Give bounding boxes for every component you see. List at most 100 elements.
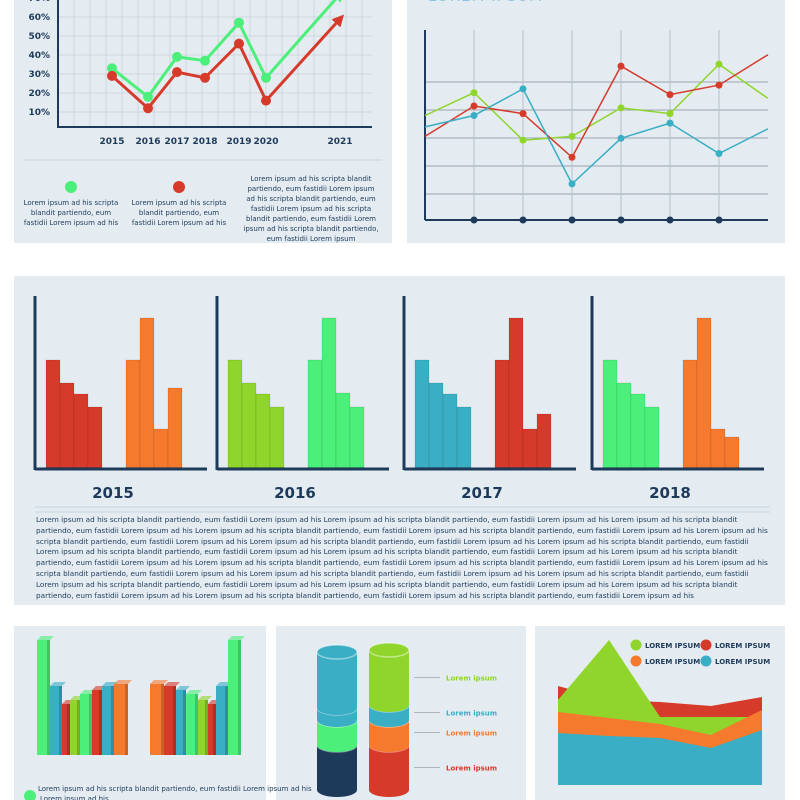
point (617, 62, 625, 70)
point (715, 150, 723, 157)
y-tick-label: 60% (28, 13, 50, 23)
bar-shade (161, 684, 164, 755)
x-tick-label: 2019 (226, 137, 251, 147)
legend-marker (700, 639, 712, 651)
cylinder (369, 650, 409, 705)
bar (710, 428, 726, 468)
axis-dot (519, 216, 527, 224)
bar (80, 694, 92, 755)
bar (269, 406, 285, 468)
point (200, 55, 210, 66)
legend-text: LOREM IPSUM (645, 658, 700, 666)
legend-text: Lorem ipsum (446, 765, 497, 773)
legend-marker (24, 790, 36, 800)
panel (407, 0, 785, 243)
bar-top (228, 636, 245, 640)
bar (644, 406, 660, 468)
bar (70, 700, 80, 755)
chart-title: 2017 (461, 484, 503, 502)
bar (494, 359, 510, 468)
legend-text: Lorem ipsum ad his scripta blandit parti… (131, 199, 227, 227)
bar-shade (225, 686, 228, 755)
x-tick-label: 2015 (99, 137, 124, 147)
legend-text: Lorem ipsum (446, 675, 497, 683)
bar (198, 700, 208, 755)
bar-shade (125, 684, 128, 755)
x-tick-label: 2017 (164, 137, 189, 147)
caption: Lorem ipsum ad his scripta blandit parti… (38, 785, 312, 793)
point (568, 180, 576, 188)
bar-top (198, 696, 212, 700)
legend-text: LOREM IPSUM (645, 642, 700, 650)
bar-top (186, 690, 202, 694)
point (261, 95, 271, 106)
point (617, 134, 625, 142)
bar-top (50, 682, 66, 686)
bar-shade (67, 704, 70, 755)
series-line (424, 63, 769, 141)
bar-top (176, 686, 190, 690)
point (519, 110, 527, 118)
cylinder-top (316, 644, 358, 660)
bar (227, 359, 243, 468)
axis-dot (470, 216, 478, 224)
bar-shade (195, 694, 198, 755)
cylinder (317, 652, 357, 708)
point (261, 72, 271, 83)
bar-shade (213, 704, 216, 755)
bar (696, 317, 712, 468)
point (519, 136, 527, 144)
legend-marker (173, 181, 185, 193)
panel (14, 0, 392, 243)
point (715, 60, 723, 68)
legend-text: Lorem ipsum ad his scripta blandit parti… (23, 199, 119, 227)
cylinder (369, 745, 409, 790)
note: Lorem ipsum ad his scripta blandit parti… (243, 175, 379, 243)
y-tick-label: 40% (28, 51, 50, 61)
bar (335, 392, 351, 468)
bar (59, 382, 75, 468)
point (519, 85, 527, 93)
bar-shade (47, 640, 50, 755)
bar-shade (89, 694, 92, 755)
legend-marker (65, 181, 77, 193)
point (107, 63, 117, 74)
point (617, 104, 625, 112)
bar (114, 684, 128, 755)
series-line (424, 54, 769, 159)
point (666, 119, 674, 127)
bar (216, 686, 228, 755)
bar (456, 406, 472, 468)
legend-text: Lorem ipsum (446, 710, 497, 718)
bar (536, 413, 552, 468)
point (470, 89, 478, 97)
chart-title: LOREM IPSUM (428, 0, 543, 5)
point (234, 38, 244, 49)
point (234, 17, 244, 28)
x-tick-label: 2020 (253, 137, 278, 147)
bar (321, 317, 337, 468)
legend-marker (700, 655, 712, 667)
bar-shade (99, 690, 102, 755)
y-tick-label: 50% (28, 32, 50, 42)
bar (508, 317, 524, 468)
chart-title: 2016 (274, 484, 316, 502)
bar (125, 359, 141, 468)
bar (92, 690, 102, 755)
bar (87, 406, 103, 468)
bar (255, 393, 271, 468)
x-tick-label: 2016 (135, 137, 160, 147)
bar (176, 690, 186, 755)
point (107, 70, 117, 81)
series-line (424, 87, 769, 186)
bar (724, 436, 740, 468)
y-tick-label: 30% (28, 70, 50, 80)
cylinder-top (368, 642, 410, 658)
point (666, 110, 674, 118)
bar (682, 359, 698, 468)
bar (630, 393, 646, 468)
bar-shade (238, 640, 241, 755)
axis-dot (617, 216, 625, 224)
point (568, 153, 576, 161)
